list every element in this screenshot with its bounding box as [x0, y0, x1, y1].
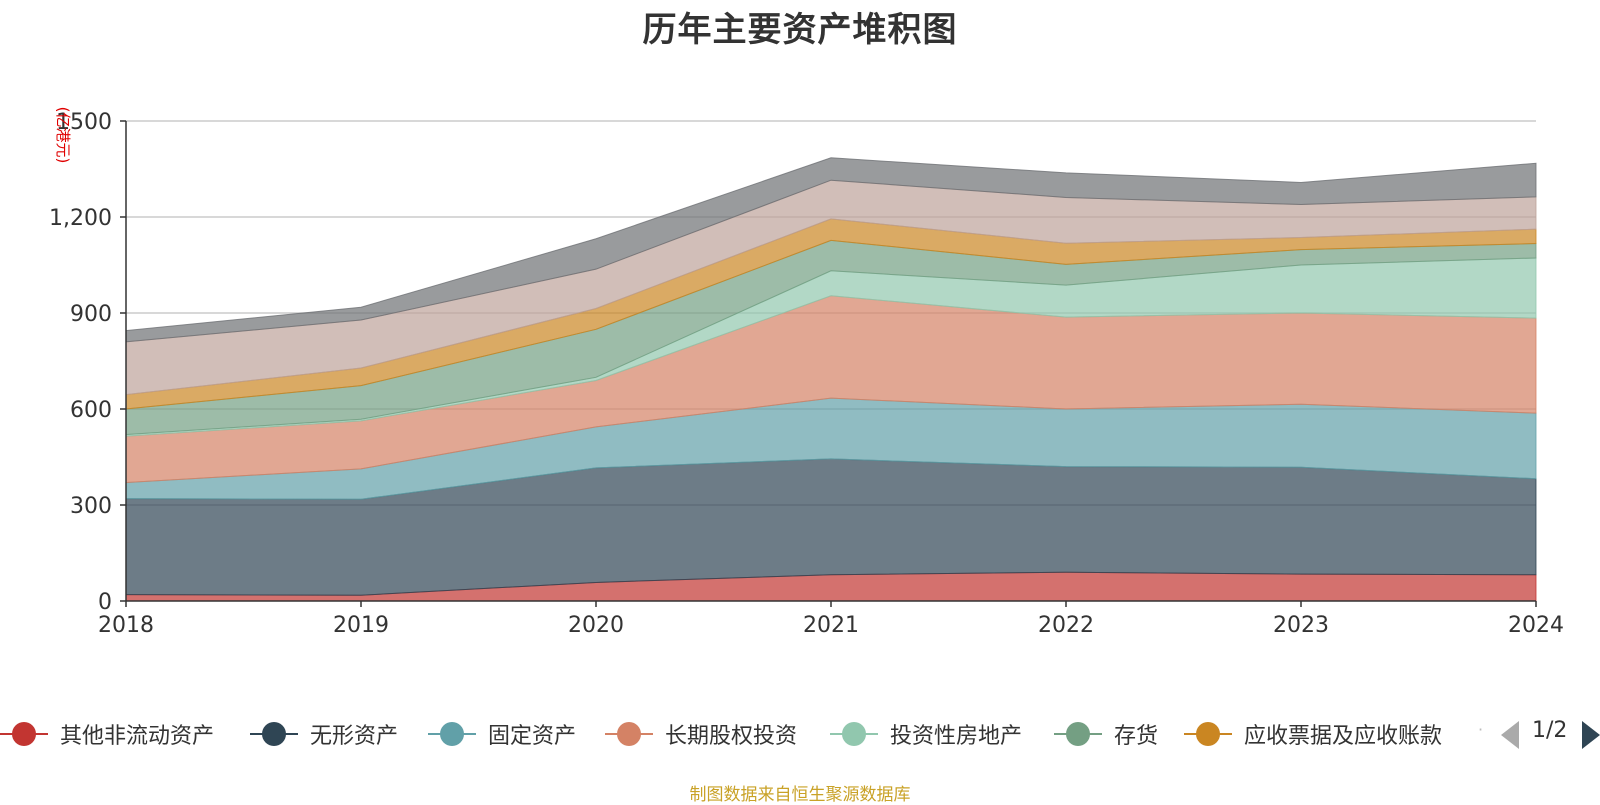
- legend-label: 无形资产: [310, 724, 399, 749]
- legend-item-5[interactable]: 投资性房地产: [830, 716, 1022, 752]
- legend-item-6[interactable]: 存货: [1054, 716, 1158, 752]
- legend-marker-icon: [830, 720, 878, 748]
- area-series-9: [125, 157, 1537, 343]
- axes: 0 300 600 900 1,200 1500 2018 2019 2020 2021 2022 2…: [49, 110, 1564, 638]
- legend-marker-icon: [250, 720, 298, 748]
- legend-label: 存货: [1114, 724, 1159, 749]
- legend-label: 应收票据及应收账款: [1244, 724, 1443, 749]
- y-tick-label: 1,200: [49, 206, 112, 231]
- y-tick-label: 1500: [56, 110, 112, 135]
- area-series: [125, 157, 1537, 602]
- x-tick-label: 2024: [1508, 613, 1564, 638]
- legend-item-1[interactable]: 其他非流动资产: [0, 716, 214, 752]
- stacked-area-chart: 0 300 600 900 1,200 1500 2018 2019 2020 2021 2022 2…: [49, 107, 1564, 638]
- legend-item-4[interactable]: 长期股权投资: [605, 716, 797, 752]
- legend-item-7[interactable]: 应收票据及应收账款: [1184, 716, 1442, 752]
- legend-marker-icon: [0, 720, 48, 748]
- legend-marker-icon: [605, 720, 653, 748]
- legend-next-page-icon[interactable]: [1582, 721, 1600, 749]
- x-tick-label: 2019: [333, 613, 389, 638]
- legend-page-indicator: 1/2: [1532, 718, 1568, 743]
- y-tick-label: 0: [98, 590, 112, 615]
- legend-overflow-indicator: ·: [1478, 720, 1484, 739]
- legend-item-2[interactable]: 无形资产: [250, 716, 398, 752]
- legend: 其他非流动资产 无形资产 固定资产 长期股权投资 投资性房地产 存货 应收票据及应收账款: [0, 716, 1600, 756]
- legend-prev-page-icon[interactable]: [1501, 721, 1519, 749]
- legend-marker-icon: [428, 720, 476, 748]
- data-source-note: 制图数据来自恒生聚源数据库: [689, 785, 911, 805]
- legend-label: 长期股权投资: [665, 724, 798, 749]
- legend-marker-icon: [1054, 720, 1102, 748]
- legend-item-3[interactable]: 固定资产: [428, 716, 576, 752]
- legend-label: 投资性房地产: [890, 724, 1023, 749]
- y-tick-label: 600: [70, 398, 112, 423]
- y-tick-label: 900: [70, 302, 112, 327]
- x-tick-label: 2022: [1038, 613, 1094, 638]
- y-tick-label: 300: [70, 494, 112, 519]
- x-tick-label: 2020: [568, 613, 624, 638]
- legend-label: 固定资产: [488, 724, 577, 749]
- legend-label: 其他非流动资产: [60, 724, 215, 749]
- x-tick-label: 2018: [98, 613, 154, 638]
- chart-title: 历年主要资产堆积图: [642, 10, 958, 50]
- legend-marker-icon: [1184, 720, 1232, 748]
- x-tick-label: 2023: [1273, 613, 1329, 638]
- x-tick-label: 2021: [803, 613, 859, 638]
- y-axis-unit-label: (亿港元): [54, 107, 72, 164]
